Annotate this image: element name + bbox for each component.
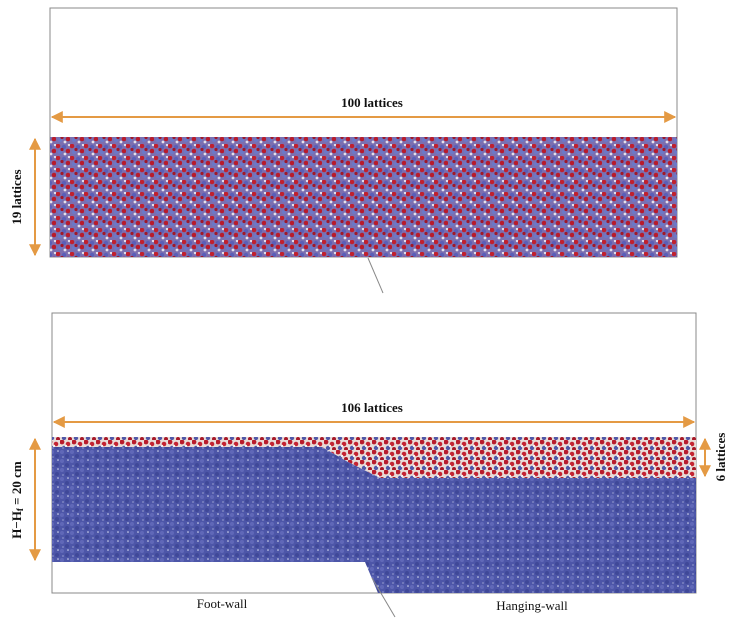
width-label: 100 lattices	[341, 95, 403, 110]
particles	[50, 137, 677, 257]
layer-label: 6 lattices	[713, 433, 728, 482]
foot-wall-label: Foot-wall	[197, 596, 248, 611]
height-main: H−H	[9, 511, 24, 539]
fault-line	[368, 258, 383, 293]
height-label: H−Hf = 20 cm	[9, 461, 25, 539]
figure: 100 lattices 19 lattices 106 lattices H−…	[0, 0, 739, 619]
height-rest: = 20 cm	[9, 461, 24, 508]
height-label: 19 lattices	[9, 169, 24, 224]
width-label: 106 lattices	[341, 400, 403, 415]
hanging-wall-label: Hanging-wall	[496, 598, 568, 613]
